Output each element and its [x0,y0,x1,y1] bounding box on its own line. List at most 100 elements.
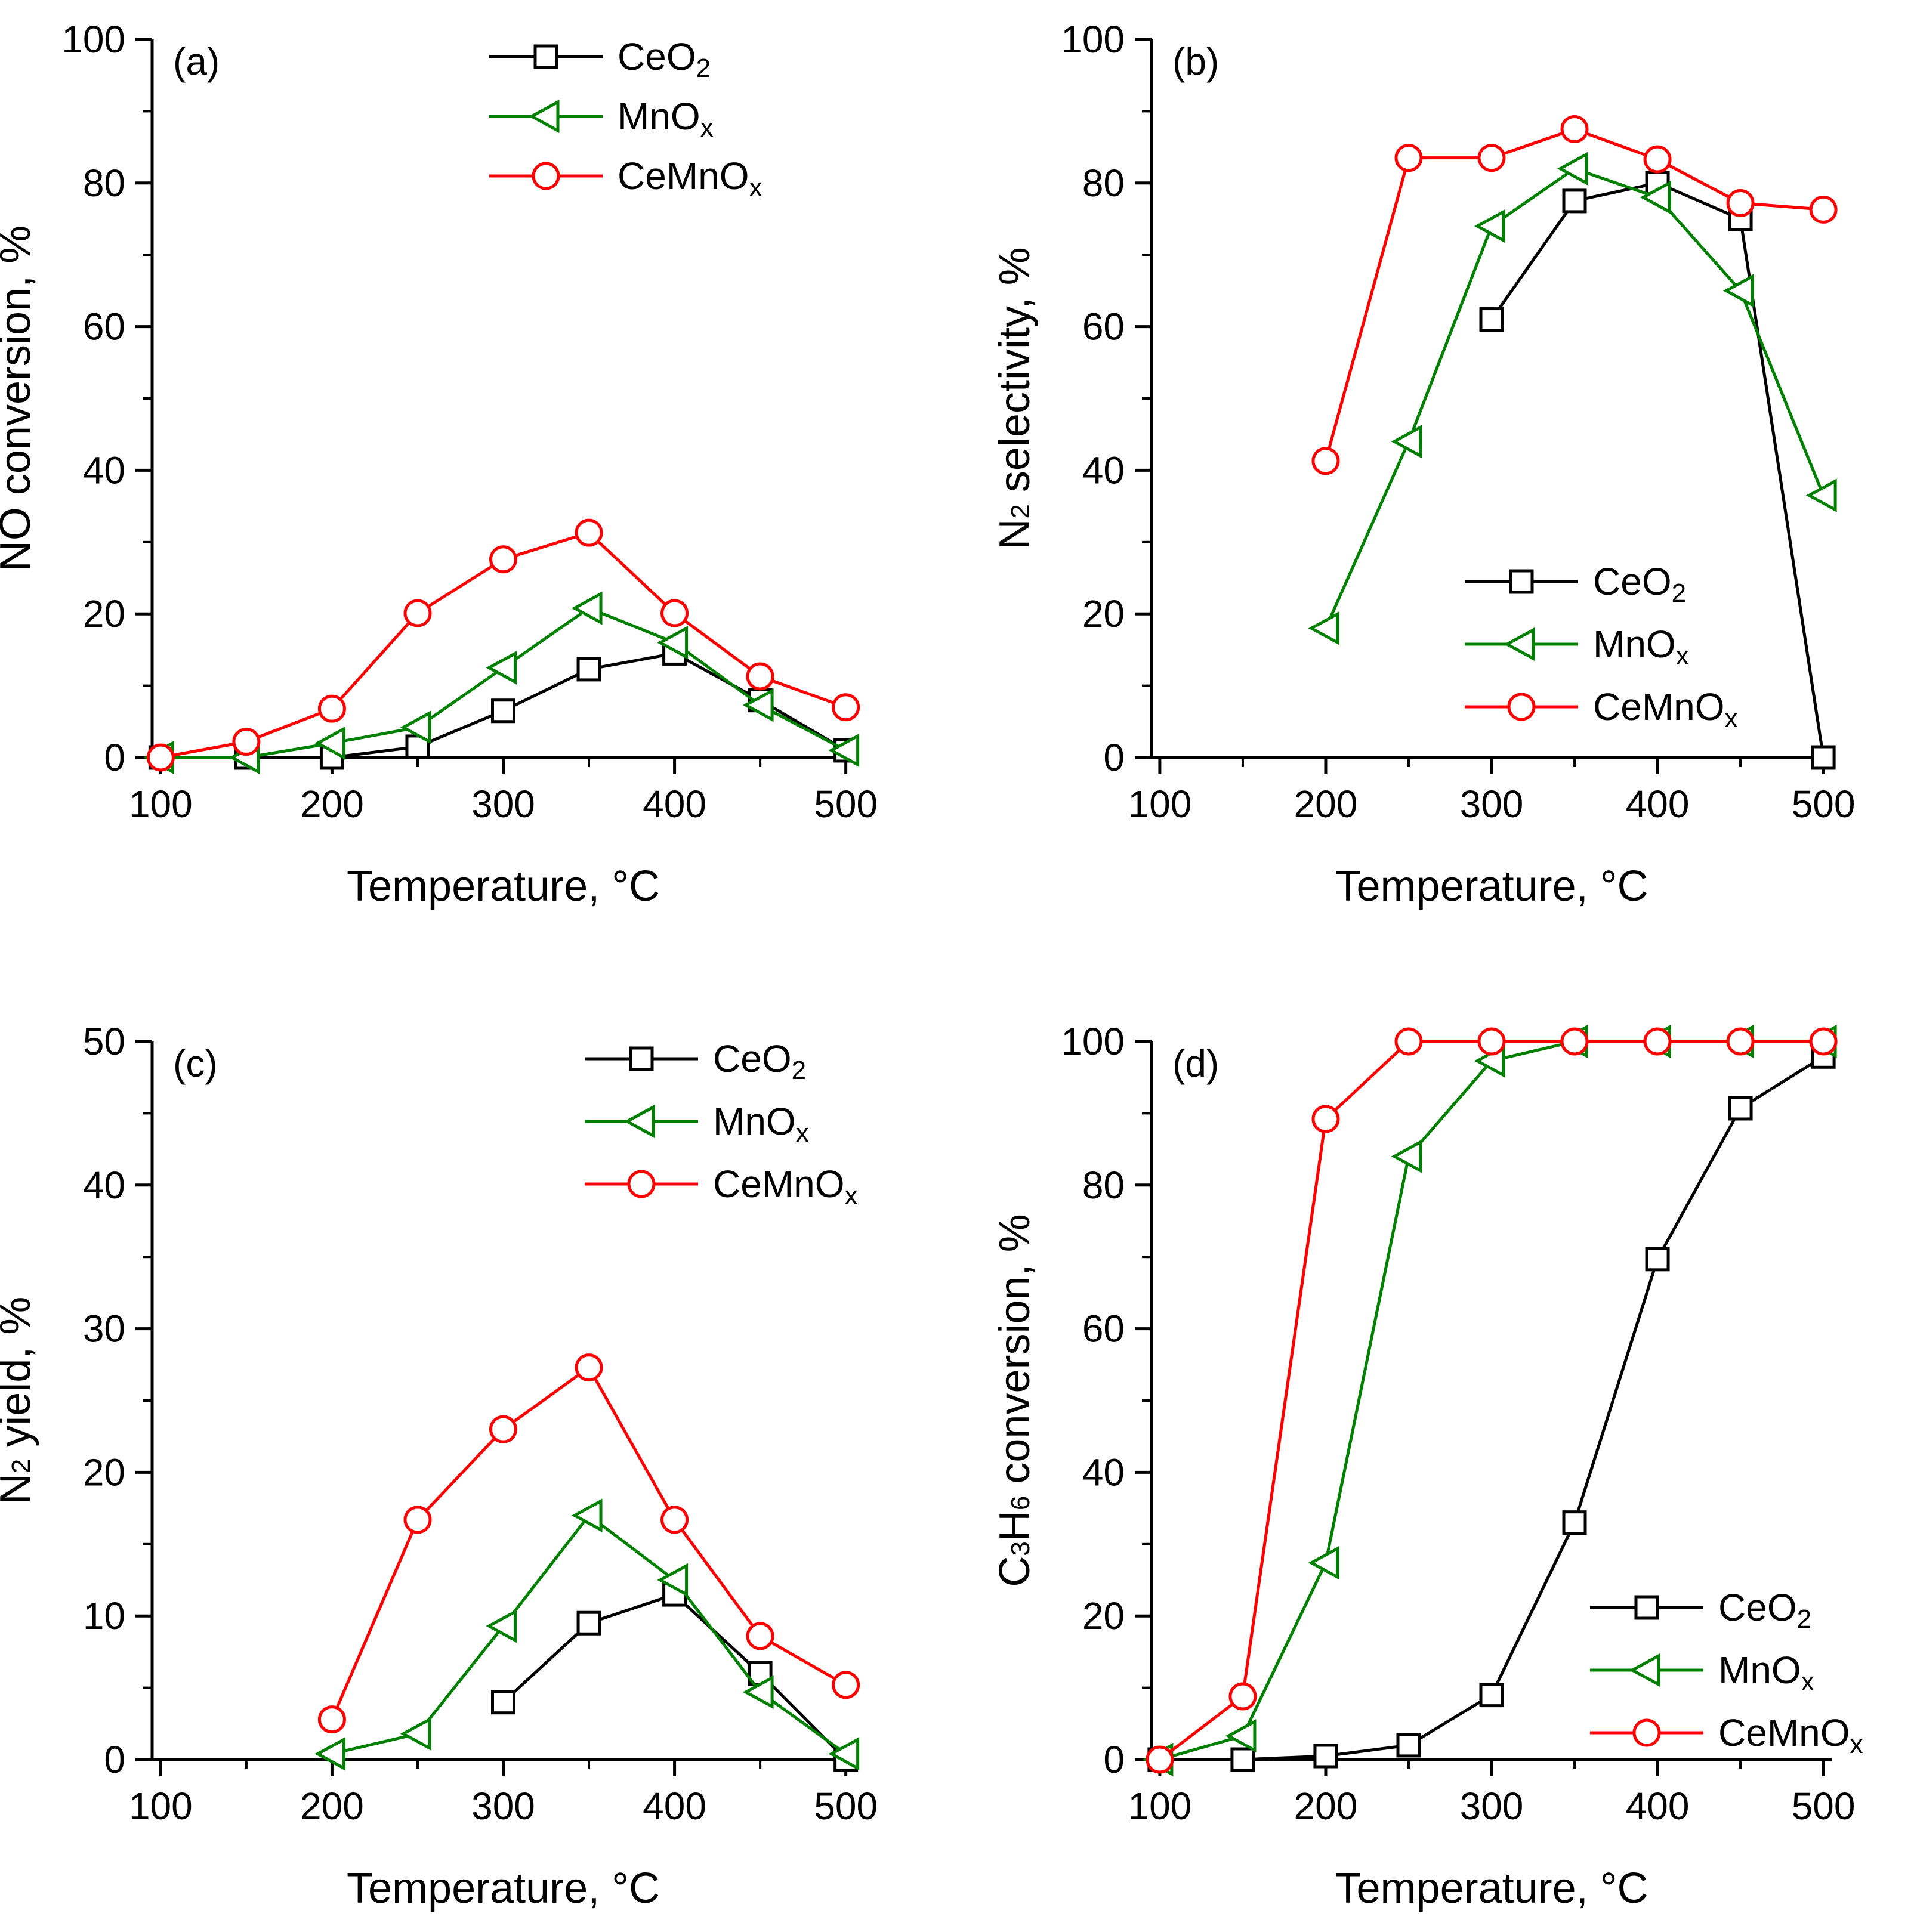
legend-label-subscript: x [845,1181,858,1210]
legend-entry: MnOx [585,1100,809,1148]
data-point [1225,1719,1257,1753]
data-point [1811,745,1836,770]
y-axis-title-part: yield, % [0,1297,39,1459]
data-point [832,693,860,722]
y-tick-label: 0 [104,1738,125,1781]
y-tick-label: 40 [1082,449,1125,491]
data-point [317,1705,346,1734]
legend-label-main: CeO [713,1037,792,1080]
data-point [314,726,345,761]
data-point [1645,1247,1670,1272]
data-point [1311,447,1340,475]
panel-label: (c) [173,1042,218,1085]
data-point [314,1737,345,1771]
series-CeO2 [1147,1044,1836,1772]
data-point [405,734,430,759]
legend-label: CeMnOx [618,154,762,202]
data-point [746,662,774,691]
legend-label-main: CeMnO [618,154,749,197]
data-point [746,1622,774,1650]
y-tick-label: 40 [83,1164,125,1207]
x-axis-title: Temperature, °C [1335,1865,1648,1912]
legend-label-subscript: x [1676,641,1689,670]
legend-label: CeO2 [1593,560,1686,608]
x-tick-label: 400 [643,783,706,826]
data-point [571,591,603,625]
legend-entry: MnOx [1465,623,1689,670]
data-point [1308,1545,1339,1580]
panel-label: (b) [1172,40,1219,83]
data-point [1560,115,1589,143]
data-point [660,599,689,627]
y-tick-label: 80 [1082,162,1125,205]
y-tick-label: 100 [1061,1020,1125,1063]
y-tick-label: 100 [1061,18,1125,61]
chart-panel-1: 100 200 300 400 500 0 20 40 60 80 100 Temperature, … [0,18,878,910]
series-CeMnOx [1146,1027,1838,1774]
y-tick-label: 60 [83,305,125,348]
legend-label: MnOx [1718,1649,1814,1696]
data-point [489,1415,517,1443]
data-point [1228,1682,1257,1711]
x-tick-label: 500 [814,1785,878,1828]
y-tick-label: 50 [83,1020,125,1063]
y-axis-title-part: C [991,1556,1039,1587]
y-tick-label: 0 [1103,736,1125,779]
data-point [1394,144,1423,172]
y-tick-label: 30 [83,1307,125,1350]
data-point [1313,1744,1338,1769]
y-axis-title-part: N [991,519,1039,550]
data-point [1396,1733,1421,1758]
y-tick-label: 0 [1103,1738,1125,1781]
legend-label-main: CeO [1718,1586,1797,1629]
data-point [489,545,517,574]
data-point [1643,145,1672,174]
x-tick-label: 500 [814,783,878,826]
chart-panel-4: 100 200 300 400 500 0 20 40 60 80 100 Temperature, … [991,1020,1863,1912]
x-tick-label: 300 [1460,783,1524,826]
data-point [403,599,432,627]
y-tick-label: 10 [83,1594,125,1637]
legend-entry: CeO2 [585,1037,806,1085]
data-point [1726,189,1755,218]
data-point [1477,144,1506,172]
series-MnOx [1308,152,1837,645]
legend-marker [1634,1595,1659,1620]
legend-label-subscript: 2 [1672,579,1686,608]
legend-marker [1509,569,1534,594]
legend-label: CeO2 [618,35,711,83]
x-tick-label: 300 [471,1785,535,1828]
legend-label-subscript: x [700,113,714,143]
data-point [400,1717,431,1751]
series-CeMnOx [1311,115,1838,475]
data-point [1809,1027,1838,1056]
data-point [1308,611,1339,645]
x-tick-label: 500 [1792,1785,1856,1828]
y-axis-title: C3H6 conversion, % [991,1214,1039,1587]
legend: CeO2 MnOx CeMnOx [489,35,762,202]
series-line [502,1593,847,1761]
legend-label-main: MnO [618,95,700,138]
y-tick-label: 60 [1082,305,1125,348]
legend-label-subscript: 2 [696,54,711,83]
data-point [1477,1027,1506,1056]
x-tick-label: 200 [1294,783,1358,826]
legend-marker [627,1170,656,1198]
y-tick-label: 20 [83,1451,125,1494]
legend-label: CeMnOx [1718,1711,1863,1759]
data-point [828,733,860,768]
y-tick-label: 20 [1082,592,1125,635]
data-point [1557,152,1588,186]
data-point [1394,1027,1423,1056]
legend-label-main: CeMnO [1593,685,1725,728]
data-point [400,710,431,744]
legend-label-main: CeO [618,35,696,78]
legend-marker [1507,693,1536,721]
data-point [1562,1510,1587,1535]
legend-marker [532,162,560,190]
y-axis-title: N2 selectivity, % [991,247,1039,549]
data-point [576,1610,601,1636]
